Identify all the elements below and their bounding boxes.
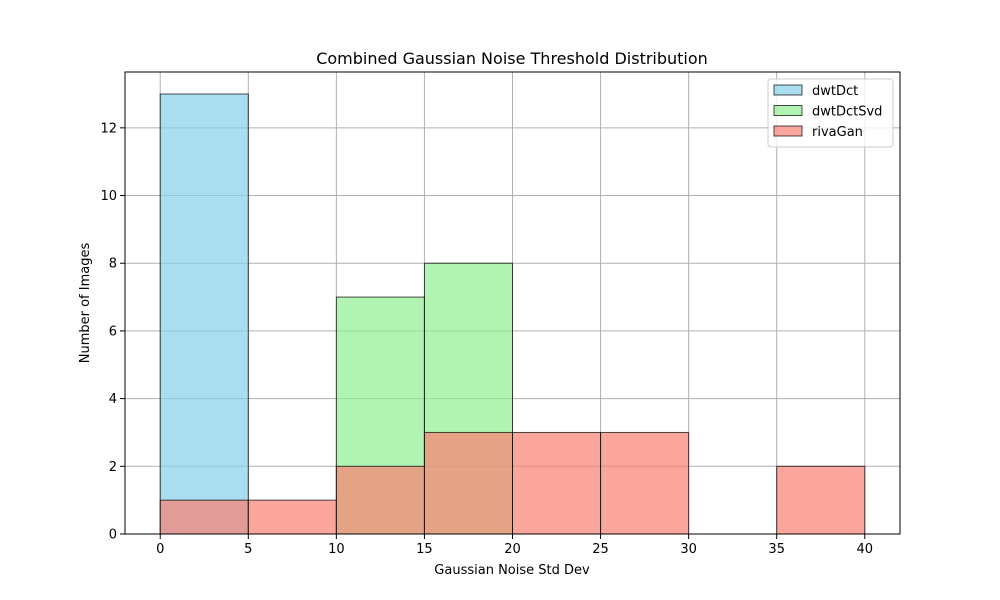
x-tick-label: 10 bbox=[328, 542, 345, 557]
histogram-bars bbox=[159, 93, 866, 535]
x-tick-label: 5 bbox=[244, 542, 252, 557]
x-tick-label: 35 bbox=[768, 542, 785, 557]
y-tick-label: 6 bbox=[109, 324, 117, 339]
y-tick-label: 12 bbox=[100, 121, 117, 136]
y-tick-label: 10 bbox=[100, 189, 117, 204]
legend-swatch-dwtdctsvd bbox=[773, 105, 803, 116]
y-tick-label: 4 bbox=[109, 392, 117, 407]
chart-title: Combined Gaussian Noise Threshold Distri… bbox=[316, 49, 708, 68]
legend-label-dwtdct: dwtDct bbox=[812, 84, 858, 99]
legend-swatch-dwtdct bbox=[773, 84, 803, 96]
y-tick-label: 0 bbox=[109, 528, 117, 543]
bar-rivagan bbox=[159, 499, 249, 535]
x-tick-label: 0 bbox=[156, 542, 164, 557]
bar-rivagan bbox=[600, 431, 690, 535]
x-tick-label: 30 bbox=[680, 542, 697, 557]
y-tick-label: 2 bbox=[109, 460, 117, 475]
x-axis-ticks: 0 5 10 15 20 25 30 35 40 bbox=[156, 534, 873, 557]
legend: dwtDct dwtDctSvd rivaGan bbox=[767, 78, 894, 148]
y-axis-ticks: 0 2 4 6 8 10 12 bbox=[100, 121, 125, 543]
x-tick-label: 15 bbox=[416, 542, 433, 557]
x-axis-label: Gaussian Noise Std Dev bbox=[434, 563, 590, 578]
bar-rivagan bbox=[512, 431, 602, 535]
bar-rivagan bbox=[247, 499, 337, 535]
legend-swatch-rivagan bbox=[773, 125, 803, 137]
bar-rivagan bbox=[423, 431, 514, 535]
bar-rivagan bbox=[335, 465, 425, 535]
legend-label-dwtdctsvd: dwtDctSvd bbox=[812, 105, 882, 120]
x-tick-label: 20 bbox=[504, 542, 521, 557]
bar-rivagan bbox=[776, 465, 866, 535]
bar-dwtdct bbox=[159, 93, 249, 535]
x-tick-label: 40 bbox=[856, 542, 873, 557]
legend-label-rivagan: rivaGan bbox=[812, 125, 863, 140]
x-tick-label: 25 bbox=[592, 542, 609, 557]
y-axis-label: Number of Images bbox=[78, 243, 93, 364]
y-tick-label: 8 bbox=[109, 257, 117, 272]
